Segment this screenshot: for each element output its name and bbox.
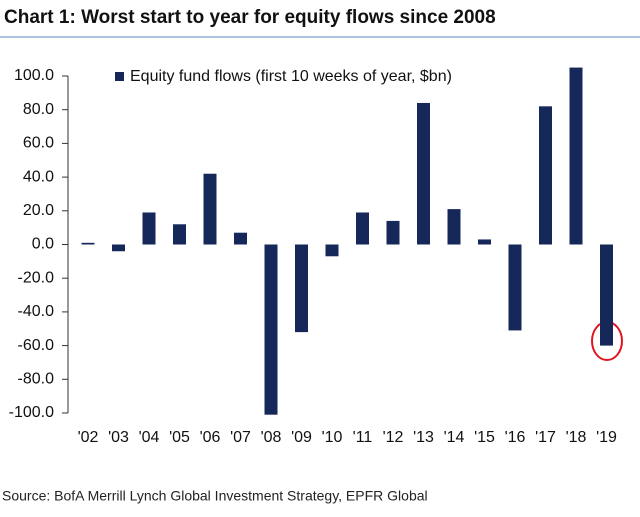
bar xyxy=(295,244,308,333)
x-tick-label: '12 xyxy=(383,429,404,446)
y-tick-label: 100.0 xyxy=(14,67,54,84)
x-tick-label: '19 xyxy=(596,429,617,446)
x-tick-label: '08 xyxy=(261,429,282,446)
y-tick-label: 60.0 xyxy=(23,135,54,152)
chart-title: Chart 1: Worst start to year for equity … xyxy=(4,7,496,28)
bar xyxy=(356,212,369,245)
legend-swatch xyxy=(115,72,124,81)
bar xyxy=(264,244,278,415)
bar xyxy=(234,232,247,245)
bar xyxy=(539,106,552,245)
bar xyxy=(325,244,339,257)
x-tick-label: '15 xyxy=(474,429,495,446)
x-tick-label: '05 xyxy=(169,429,190,446)
x-tick-label: '18 xyxy=(566,429,587,446)
bar xyxy=(112,244,125,252)
y-tick-label: -80.0 xyxy=(18,371,55,388)
y-tick-label: -40.0 xyxy=(18,303,55,320)
x-tick-label: '16 xyxy=(505,429,526,446)
y-tick-label: -60.0 xyxy=(18,337,55,354)
bar xyxy=(600,244,613,346)
bar xyxy=(569,67,583,245)
x-tick-label: '17 xyxy=(535,429,556,446)
bar xyxy=(173,224,186,245)
x-tick-label: '11 xyxy=(353,429,373,446)
x-tick-label: '03 xyxy=(108,429,129,446)
bar xyxy=(81,242,95,245)
bar xyxy=(417,102,430,245)
y-tick-label: -20.0 xyxy=(18,269,55,286)
bar xyxy=(508,244,522,331)
x-tick-label: '09 xyxy=(291,429,312,446)
y-tick-label: 20.0 xyxy=(23,202,54,219)
x-tick-label: '07 xyxy=(230,429,251,446)
bar xyxy=(447,209,461,245)
source-note: Source: BofA Merrill Lynch Global Invest… xyxy=(2,488,428,504)
y-tick-label: -100.0 xyxy=(9,404,54,421)
y-tick-label: 40.0 xyxy=(23,168,54,185)
bar xyxy=(478,239,491,245)
bar xyxy=(203,173,217,245)
x-tick-label: '02 xyxy=(78,429,99,446)
x-tick-label: '13 xyxy=(413,429,434,446)
bar xyxy=(386,220,400,245)
x-tick-label: '04 xyxy=(139,429,160,446)
legend-label: Equity fund flows (first 10 weeks of yea… xyxy=(130,68,452,85)
y-tick-label: 0.0 xyxy=(32,236,54,253)
bar xyxy=(142,212,156,245)
x-tick-label: '06 xyxy=(200,429,221,446)
x-tick-label: '10 xyxy=(322,429,343,446)
y-tick-label: 80.0 xyxy=(23,101,54,118)
x-tick-label: '14 xyxy=(444,429,465,446)
